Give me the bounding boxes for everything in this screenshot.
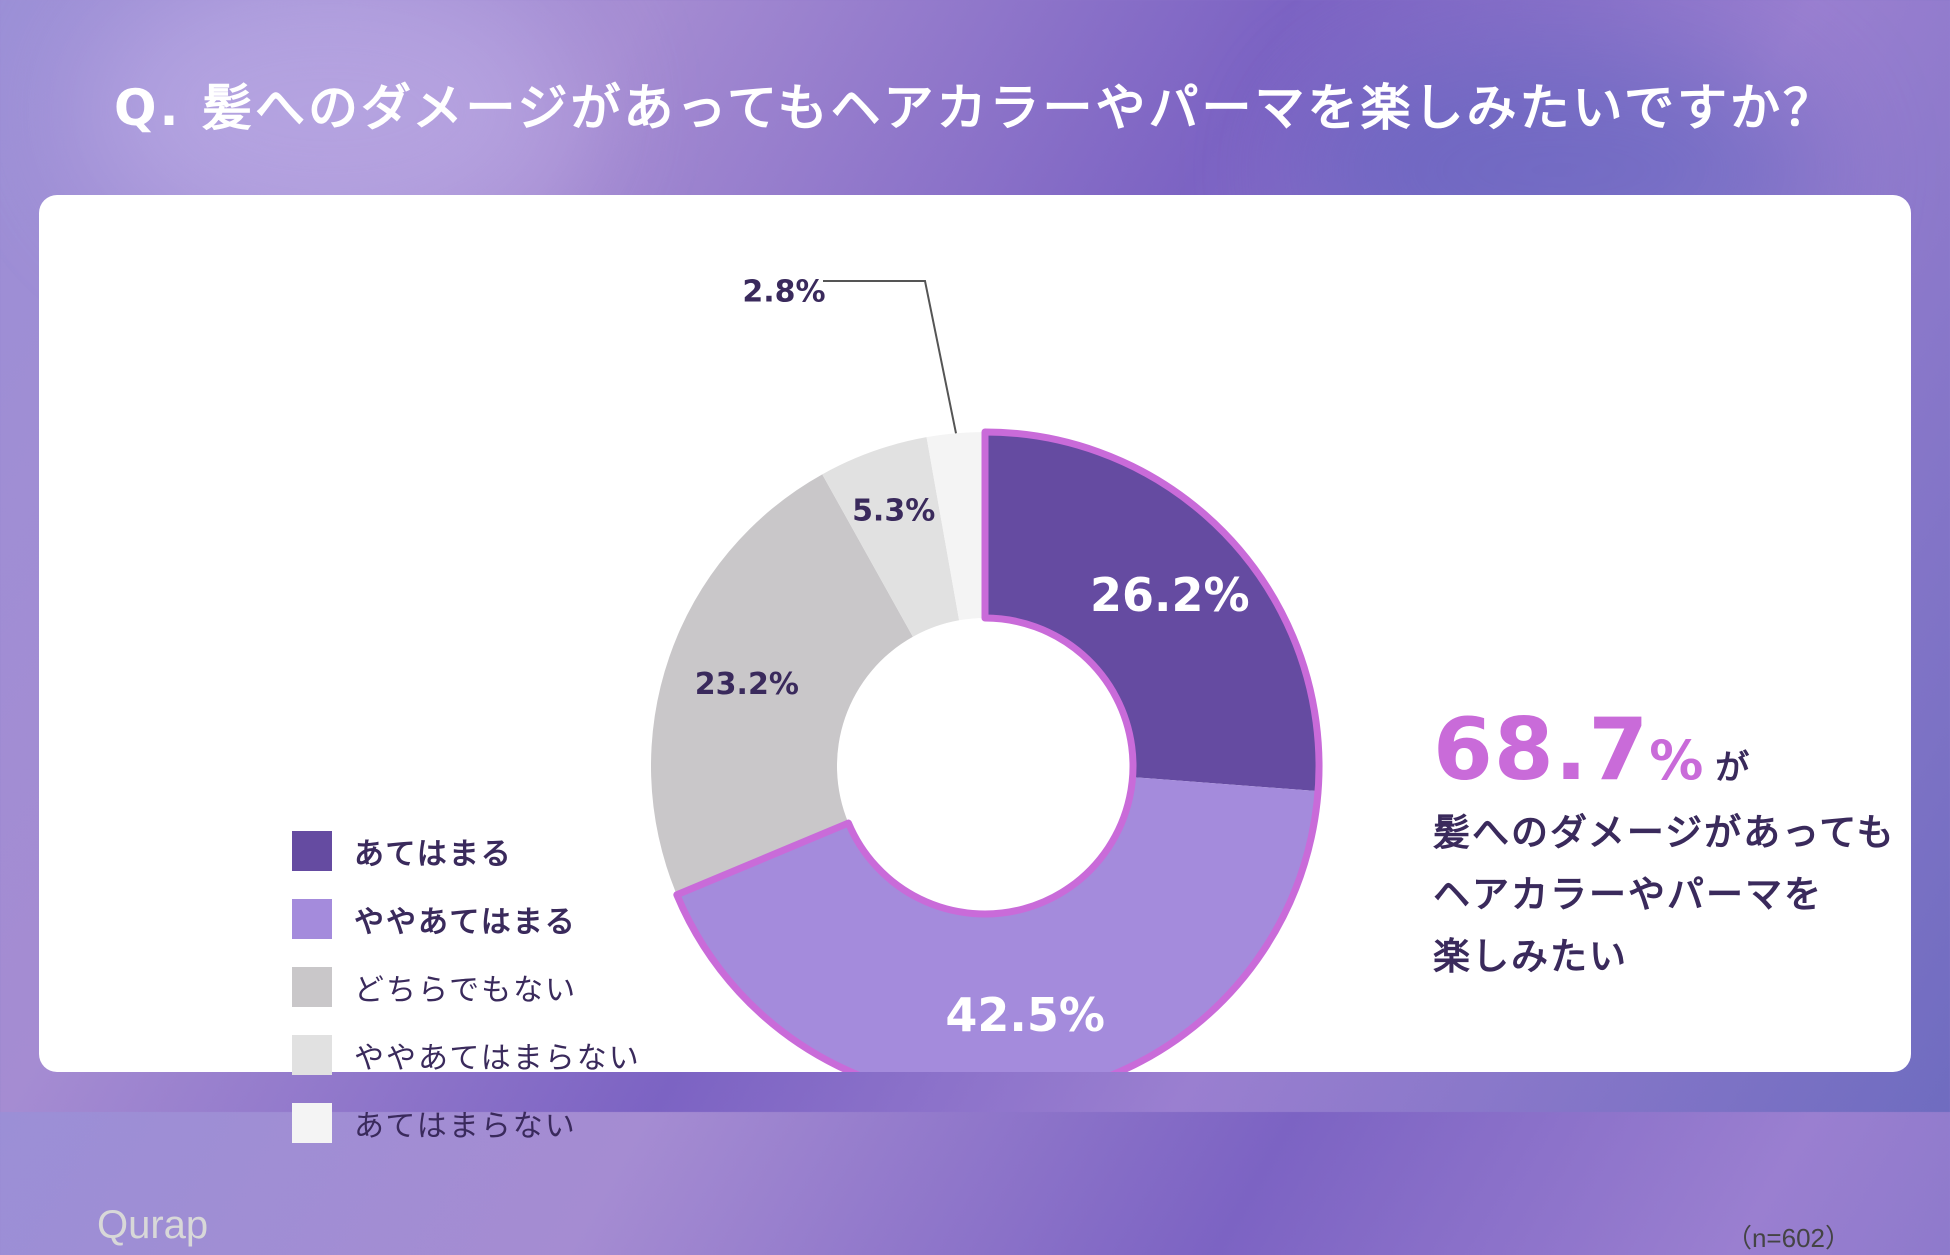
legend-label: ややあてはまる xyxy=(354,905,577,940)
chart-card: 26.2% 42.5% 23.2% 5.3% 2.8% あてはまるややあてはまる どちらで… xyxy=(39,195,1911,1253)
donut-chart: 26.2% 42.5% 23.2% 5.3% 2.8% xyxy=(651,275,1323,1072)
legend: あてはまるややあてはまる どちらでもないややあてはまらない あてはまらない xyxy=(292,817,641,1157)
legend-label: ややあてはまらない xyxy=(354,1041,641,1076)
callout-line-2: ヘアカラーやパーマを xyxy=(1433,873,1823,916)
legend-label: あてはまる xyxy=(354,837,513,872)
brand-logo: Qurap xyxy=(97,1203,209,1247)
data-label-4: 5.3% xyxy=(852,493,935,528)
pie-slice-2 xyxy=(676,777,1319,1072)
pie-slice-3 xyxy=(651,474,913,895)
callout: 68.7% が 髪へのダメージがあっても ヘアカラーやパーマを 楽しみたい xyxy=(1433,700,1895,986)
data-label-1: 26.2% xyxy=(1090,568,1250,622)
legend-item: ややあてはまる xyxy=(292,885,641,953)
pie-slice-1 xyxy=(985,432,1319,792)
legend-label: あてはまらない xyxy=(354,1109,577,1144)
legend-item: あてはまらない xyxy=(292,1089,641,1157)
callout-line-1: 髪へのダメージがあっても xyxy=(1433,811,1896,854)
callout-number: 68.7 xyxy=(1433,700,1650,800)
pie-slice-4 xyxy=(822,437,960,637)
callout-suffix: が xyxy=(1715,748,1750,788)
legend-item: あてはまる xyxy=(292,817,641,885)
data-label-3: 23.2% xyxy=(695,667,799,702)
legend-swatch xyxy=(292,1035,332,1075)
pie-slice-5 xyxy=(926,432,985,621)
sample-size-label: （n=602） xyxy=(1725,1223,1851,1253)
legend-swatch xyxy=(292,831,332,871)
data-label-5: 2.8% xyxy=(742,275,825,310)
chart-title: Q. 髪へのダメージがあってもヘアカラーやパーマを楽しみたいですか？ xyxy=(114,79,1836,137)
highlight-outline xyxy=(673,428,1323,1072)
legend-swatch xyxy=(292,967,332,1007)
legend-swatch xyxy=(292,899,332,939)
callout-line-3: 楽しみたい xyxy=(1433,935,1628,978)
legend-swatch xyxy=(292,1103,332,1143)
callout-percent: % xyxy=(1649,729,1704,792)
data-label-2: 42.5% xyxy=(945,988,1105,1042)
leader-line xyxy=(823,280,957,434)
legend-item: どちらでもない xyxy=(292,953,641,1021)
legend-item: ややあてはまらない xyxy=(292,1021,641,1089)
legend-label: どちらでもない xyxy=(354,973,578,1008)
